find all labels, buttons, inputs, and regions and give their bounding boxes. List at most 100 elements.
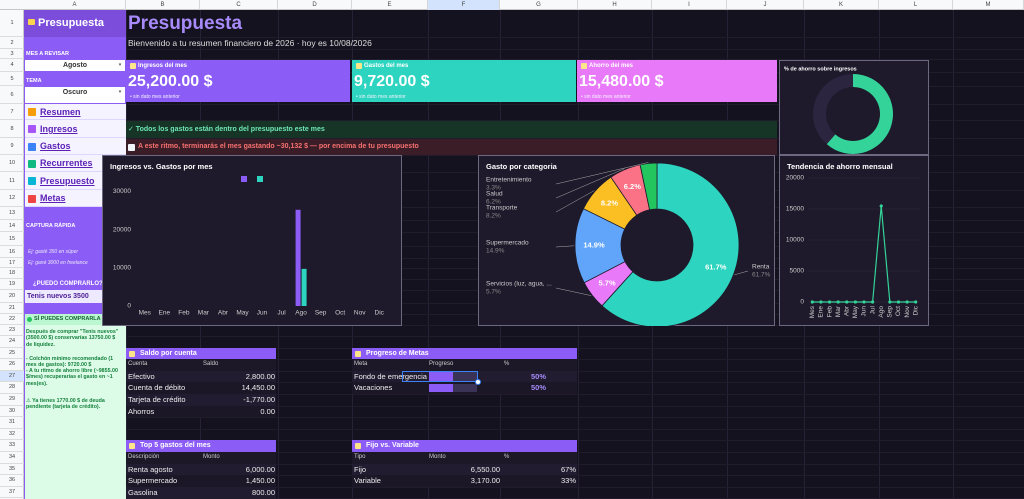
- table-cell: Ahorros: [128, 406, 155, 416]
- row-header: 34: [0, 452, 24, 464]
- progress-bar: [429, 372, 453, 381]
- table-cell: Monto: [203, 454, 220, 460]
- label: CAPTURA RÁPIDA: [26, 223, 76, 229]
- line-marker: [845, 300, 849, 304]
- donut-slice: [826, 74, 893, 154]
- table-row: [126, 475, 276, 487]
- category-percent: 14.9%: [486, 248, 505, 255]
- row-header: 35: [0, 464, 24, 476]
- dropdown-arrow: ▾: [118, 89, 122, 95]
- table-cell: Tipo: [354, 454, 366, 460]
- row-header: 36: [0, 475, 24, 487]
- line-marker: [879, 204, 883, 208]
- quick-input[interactable]: Ej: gasté 350 en súper: [28, 249, 79, 255]
- table-cell: 6,550.00: [470, 464, 500, 474]
- table-cell: Fijo: [354, 464, 367, 474]
- row-header: 24: [0, 336, 24, 348]
- label: MES A REVISAR: [26, 51, 69, 57]
- column-header: A: [24, 0, 126, 10]
- nav-link[interactable]: Presupuesto: [40, 176, 95, 186]
- line-marker: [914, 300, 918, 304]
- kpi-card: Gastos del mes 9,720.00 $ • sin dato mes a…: [352, 60, 576, 102]
- kpi-icon: [581, 63, 587, 69]
- row-header: 30: [0, 406, 24, 418]
- x-tick-label: Jun: [257, 310, 268, 317]
- category-label: Entretenimiento: [486, 177, 532, 184]
- x-tick-label: Oct: [895, 306, 902, 316]
- y-tick-label: 20000: [786, 175, 804, 182]
- nav-link[interactable]: Gastos: [40, 141, 71, 151]
- nav-icon: [28, 108, 36, 116]
- nav-cell: [25, 138, 126, 155]
- kpi-label: Gastos del mes: [364, 63, 409, 69]
- nav-link[interactable]: Ingresos: [40, 124, 78, 134]
- table-icon: [355, 350, 361, 357]
- label: ¿PUEDO COMPRARLO?: [33, 281, 103, 287]
- donut-slice: [813, 74, 853, 145]
- kpi-note: • sin dato mes anterior: [356, 94, 406, 100]
- y-tick-label: 0: [800, 299, 804, 306]
- table-cell: %: [504, 454, 510, 460]
- column-header: G: [500, 0, 578, 10]
- x-tick-label: Dic: [375, 310, 385, 317]
- verdict-icon: [27, 317, 32, 322]
- line-marker: [862, 300, 866, 304]
- table-cell: Tarjeta de crédito: [128, 395, 186, 404]
- nav-link[interactable]: Metas: [40, 193, 66, 203]
- row-header-bar: [0, 10, 24, 499]
- dropdown[interactable]: Agosto ▾: [25, 60, 125, 71]
- column-header: C: [200, 0, 278, 10]
- line-marker: [888, 300, 892, 304]
- row-header: 13: [0, 207, 24, 220]
- quick-input[interactable]: Ej: gané 3000 en freelance: [28, 260, 88, 266]
- row-header: 9: [0, 138, 24, 155]
- table-row: [352, 463, 577, 476]
- progress-track: [429, 372, 477, 381]
- category-label: Supermercado: [486, 240, 529, 247]
- row-header: 5: [0, 72, 24, 86]
- row-header: 4: [0, 59, 24, 72]
- category-label: Salud: [486, 191, 503, 198]
- row-header: 15: [0, 232, 24, 246]
- nav-link[interactable]: Resumen: [40, 107, 81, 117]
- category-percent: 3.3%: [486, 185, 501, 192]
- kpi-value: 25,200.00 $: [128, 73, 213, 90]
- slice-label: 61.7%: [705, 263, 727, 272]
- table-cell: -1,770.00: [243, 395, 275, 404]
- x-tick-label: Nov: [904, 305, 911, 317]
- advice-note: Después de comprar "Tenis nuevos" (3500.…: [26, 329, 119, 348]
- column-header: M: [953, 0, 1024, 10]
- leader-line: [555, 190, 595, 213]
- table-cell: Monto: [429, 454, 446, 460]
- dropdown-arrow: ▾: [118, 62, 122, 68]
- table-title: Top 5 gastos del mes: [140, 442, 211, 450]
- grid-line: [126, 37, 1024, 38]
- grid-line: [953, 10, 954, 499]
- grid-line: [126, 417, 1024, 419]
- category-percent: 6.2%: [486, 199, 501, 206]
- selection-handle: [475, 379, 481, 386]
- row-header: 7: [0, 104, 24, 120]
- table-cell: Variable: [354, 476, 381, 486]
- table-cell: 33%: [560, 476, 576, 486]
- x-tick-label: Ago: [878, 306, 885, 318]
- kpi-note: • sin dato mes anterior: [130, 94, 180, 100]
- y-tick-label: 0: [127, 303, 131, 310]
- table-row: [126, 463, 276, 476]
- grid-line: [126, 428, 1024, 430]
- x-tick-label: Feb: [178, 310, 190, 317]
- table-cell: Saldo: [203, 361, 219, 368]
- category-percent: 5.7%: [486, 289, 501, 296]
- alert-warning: A este ritmo, terminarás el mes gastando…: [126, 139, 777, 155]
- table-cell: 14,450.00: [241, 383, 275, 393]
- advice-panel: [25, 325, 126, 499]
- buy-input[interactable]: Tenis nuevos 3500: [25, 290, 126, 303]
- table-row: [126, 405, 276, 418]
- y-tick-label: 20000: [113, 226, 131, 233]
- row-header: 1: [0, 10, 24, 37]
- nav-link[interactable]: Recurrentes: [40, 158, 93, 168]
- table-title: Progreso de Metas: [366, 349, 429, 357]
- dropdown[interactable]: Oscuro ▾: [25, 87, 125, 103]
- table-cell: %: [504, 361, 510, 368]
